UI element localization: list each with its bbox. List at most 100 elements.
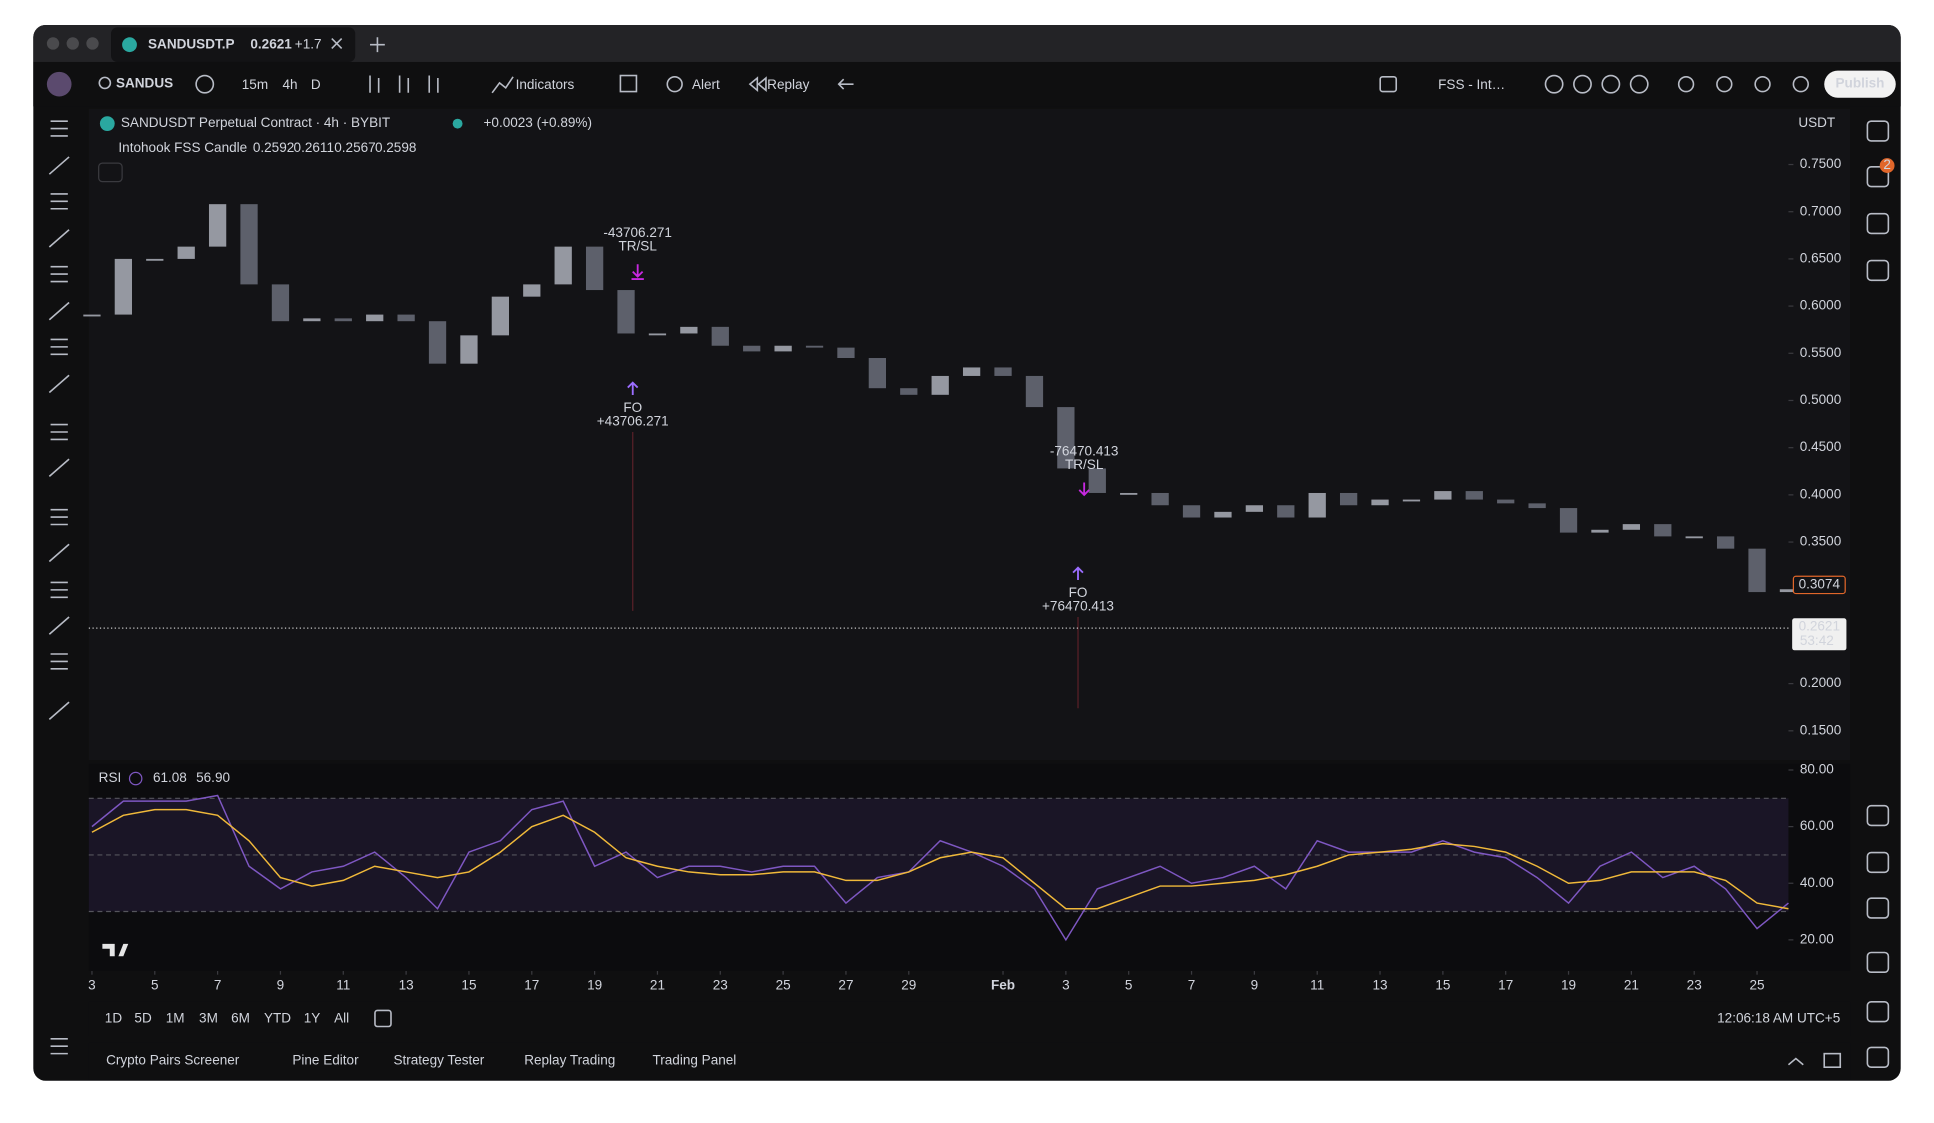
sidebar-tool[interactable] [1866, 1046, 1890, 1069]
interval[interactable]: 4h [282, 77, 297, 92]
chart-style[interactable] [398, 75, 410, 93]
sidebar-tool[interactable] [1866, 897, 1890, 919]
script-toggle[interactable] [1629, 74, 1649, 94]
range-button[interactable]: 3M [199, 1011, 218, 1026]
x-tick-label: 23 [713, 977, 728, 992]
drawing-tool[interactable] [48, 543, 70, 563]
drawing-tool[interactable] [50, 193, 68, 210]
panel-tab[interactable]: Pine Editor [292, 1053, 359, 1068]
chart-style[interactable] [369, 75, 380, 93]
range-button[interactable]: 6M [231, 1011, 250, 1026]
new-tab[interactable] [370, 37, 385, 53]
checkbox[interactable] [1379, 75, 1398, 93]
candle [585, 246, 604, 291]
candle [711, 326, 729, 346]
sidebar-tool[interactable] [1866, 259, 1890, 282]
clock: 12:06:18 AM UTC+5 [1717, 1011, 1840, 1026]
x-tick-label: 3 [1062, 977, 1070, 992]
window-zoom[interactable] [86, 37, 99, 50]
collapse-legend[interactable] [98, 162, 123, 183]
countdown: 53:42 [1800, 633, 1834, 648]
drawing-tool[interactable] [50, 508, 68, 526]
drawing-tool[interactable] [50, 653, 68, 670]
window-close[interactable] [46, 37, 60, 50]
publish-label[interactable]: Publish [1836, 76, 1885, 91]
symbol-search[interactable]: SANDUS [116, 76, 173, 91]
x-tick-label: 25 [1750, 977, 1765, 992]
replay-button[interactable]: Replay [767, 77, 809, 92]
avatar[interactable] [46, 71, 72, 97]
x-tick-label: 15 [1435, 977, 1450, 992]
tab[interactable] [111, 27, 356, 62]
undo[interactable] [837, 78, 854, 90]
range-button[interactable]: 1D [105, 1011, 123, 1026]
script-name[interactable]: FSS - Int… [1438, 77, 1505, 92]
toolbar-tool[interactable] [1716, 75, 1733, 93]
drawing-tool[interactable] [48, 458, 70, 477]
indicator-value: 0.2598 [375, 140, 416, 155]
sidebar-tool[interactable] [1866, 166, 1890, 188]
candle [1559, 508, 1578, 533]
indicators-button[interactable]: Indicators [516, 77, 575, 92]
drawing-tool[interactable] [50, 581, 68, 599]
toolbar-tool[interactable] [1677, 75, 1695, 93]
drawing-tool[interactable] [48, 301, 70, 321]
sidebar-tool[interactable] [1866, 851, 1890, 874]
drawing-tool[interactable] [50, 1038, 68, 1055]
drawing-tool[interactable] [48, 616, 70, 635]
range-button[interactable]: 1M [166, 1011, 185, 1026]
candle [1120, 492, 1138, 495]
toolbar-tool[interactable] [1792, 75, 1809, 93]
x-tick-label: 3 [88, 977, 96, 992]
tab-close[interactable] [331, 37, 343, 49]
drawing-tool[interactable] [48, 374, 70, 394]
currency-select[interactable]: USDT [1798, 115, 1835, 130]
bottom-panel [88, 1042, 1851, 1080]
rsi-settings[interactable] [128, 771, 143, 786]
rsi-value: 56.90 [196, 770, 230, 785]
layouts[interactable] [619, 74, 638, 93]
range-button[interactable]: YTD [264, 1011, 291, 1026]
toolbar-tool[interactable] [1754, 75, 1771, 93]
drawing-tool[interactable] [50, 423, 68, 441]
candle [1057, 407, 1075, 469]
panel-maximize[interactable] [1823, 1052, 1842, 1069]
interval[interactable]: 15m [242, 77, 268, 92]
script-toggle[interactable] [1573, 74, 1592, 94]
drawing-tool[interactable] [48, 701, 70, 720]
script-toggle[interactable] [1601, 74, 1621, 94]
publish-button[interactable] [1824, 70, 1896, 98]
candle [303, 318, 321, 322]
panel-tab[interactable]: Trading Panel [652, 1053, 736, 1068]
compare[interactable] [195, 74, 215, 94]
panel-toggle[interactable] [1787, 1057, 1804, 1066]
marker-label: 0.3074 [1799, 577, 1841, 592]
sidebar-tool[interactable] [1866, 120, 1890, 142]
drawing-tool[interactable] [50, 338, 68, 356]
interval[interactable]: D [311, 77, 321, 92]
range-button[interactable]: 5D [134, 1011, 152, 1026]
window-minimize[interactable] [66, 37, 79, 50]
script-toggle[interactable] [1544, 74, 1564, 94]
sidebar-tool[interactable] [1866, 951, 1890, 974]
panel-tab[interactable]: Crypto Pairs Screener [106, 1053, 240, 1068]
candle [1622, 524, 1641, 530]
drawing-tool[interactable] [50, 120, 68, 137]
date-range-icon[interactable] [374, 1009, 392, 1028]
panel-tab[interactable]: Strategy Tester [393, 1053, 484, 1068]
marker-box [1792, 575, 1846, 595]
chart-style[interactable] [428, 75, 439, 93]
sidebar-tool[interactable] [1866, 804, 1890, 827]
candle [523, 284, 541, 297]
drawing-tool[interactable] [48, 156, 70, 175]
drawing-tool[interactable] [48, 229, 70, 248]
sidebar-tool[interactable] [1866, 1001, 1890, 1023]
range-button[interactable]: 1Y [304, 1011, 321, 1026]
x-tick-label: 25 [776, 977, 791, 992]
panel-tab[interactable]: Replay Trading [524, 1053, 615, 1068]
sidebar-tool[interactable] [1866, 212, 1890, 235]
range-button[interactable]: All [334, 1011, 349, 1026]
drawing-tool[interactable] [50, 265, 68, 283]
candle [271, 284, 290, 322]
alert-button[interactable]: Alert [692, 77, 720, 92]
